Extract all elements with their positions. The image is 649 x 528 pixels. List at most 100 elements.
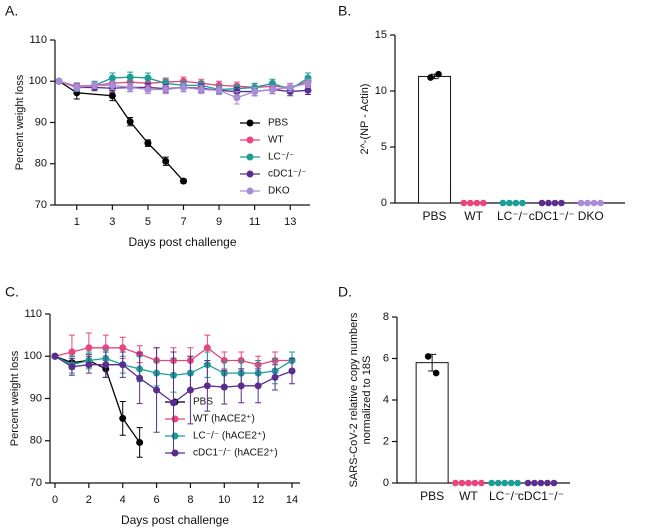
x-tick-label: 0: [52, 494, 58, 506]
x-tick-label: 11: [249, 216, 260, 228]
data-point: [144, 74, 152, 82]
data-point: [186, 386, 194, 394]
x-tick-label: 5: [145, 216, 151, 228]
data-point: [460, 199, 468, 207]
panel-label: A.: [5, 3, 18, 19]
data-point: [501, 479, 508, 487]
legend-label: PBS: [268, 118, 288, 129]
data-point: [288, 367, 296, 375]
legend-label: DKO: [268, 186, 290, 197]
y-tick-label: 70: [30, 477, 42, 489]
data-point: [471, 479, 479, 487]
legend-marker: [171, 415, 179, 423]
data-point: [203, 382, 211, 390]
data-point: [545, 199, 552, 207]
legend-label: PBS: [193, 397, 213, 408]
data-point: [271, 373, 279, 381]
legend-marker: [246, 170, 254, 178]
legend-label: WT (hACE2⁺): [193, 414, 255, 425]
data-point: [514, 479, 521, 487]
data-point: [126, 73, 134, 81]
x-tick-label: LC⁻/⁻: [497, 209, 528, 223]
x-tick-label: 1: [74, 216, 80, 228]
data-point: [153, 386, 161, 394]
data-point: [108, 81, 116, 89]
y-tick-label: 110: [24, 308, 42, 320]
bar: [415, 362, 449, 484]
y-tick-label: 2: [383, 435, 389, 447]
data-point: [544, 479, 551, 487]
data-point: [108, 92, 116, 100]
x-tick-label: 7: [180, 216, 186, 228]
bar: [418, 75, 452, 204]
x-tick-label: 13: [284, 216, 296, 228]
data-point: [597, 199, 604, 207]
y-tick-label: 80: [35, 158, 47, 170]
x-tick-label: 2: [86, 494, 92, 506]
data-point: [180, 177, 187, 185]
data-point: [220, 383, 228, 391]
data-point: [108, 74, 116, 82]
data-point: [286, 83, 294, 91]
y-tick-label: 6: [383, 352, 389, 364]
data-point: [551, 199, 559, 207]
panel-label: D.: [338, 284, 352, 300]
y-tick-label: 8: [383, 311, 389, 323]
data-point: [506, 199, 513, 207]
data-point: [102, 361, 110, 369]
data-point: [197, 86, 205, 93]
panel-label: B.: [338, 3, 351, 19]
data-point: [531, 479, 538, 487]
data-point: [126, 83, 134, 91]
y-tick-label: 90: [35, 116, 47, 128]
data-point: [180, 83, 187, 91]
data-point: [590, 199, 598, 207]
x-axis-label: Days post challenge: [121, 513, 229, 527]
legend-label: cDC1⁻/⁻: [268, 169, 306, 180]
x-tick-label: 9: [216, 216, 222, 228]
data-point: [215, 86, 223, 94]
legend-label: LC⁻/⁻ (hACE2⁺): [193, 431, 266, 442]
data-point: [144, 86, 152, 93]
x-tick-label: cDC1⁻/⁻: [529, 209, 575, 223]
x-tick-label: 3: [109, 216, 115, 228]
data-point: [467, 199, 474, 207]
x-axis-label: Days post challenge: [128, 235, 236, 249]
data-point: [507, 479, 515, 487]
data-point: [85, 361, 93, 369]
data-point: [519, 199, 526, 207]
data-point: [254, 382, 262, 390]
data-point: [251, 88, 259, 96]
data-point: [304, 86, 312, 94]
y-axis-label: normalized to 18S: [361, 356, 373, 445]
data-point: [577, 199, 585, 207]
legend-marker: [171, 432, 179, 440]
y-tick-label: 0: [381, 197, 387, 209]
x-tick-label: PBS: [423, 209, 447, 223]
x-tick-label: 14: [286, 494, 298, 506]
panel-label: C.: [5, 284, 19, 300]
y-tick-label: 0: [383, 477, 389, 489]
data-point: [512, 199, 520, 207]
y-axis-label: SARS-CoV-2 relative copy numbers: [348, 312, 360, 487]
data-point: [162, 157, 170, 165]
data-point: [524, 479, 532, 487]
x-tick-label: 4: [120, 494, 126, 506]
data-point: [136, 438, 144, 446]
data-point: [203, 344, 211, 352]
x-tick-label: PBS: [420, 489, 444, 503]
data-point: [73, 83, 81, 91]
data-point: [119, 344, 127, 352]
data-point: [478, 479, 485, 487]
y-tick-label: 90: [30, 392, 42, 404]
legend-marker: [246, 136, 254, 144]
data-point: [435, 70, 442, 78]
data-point: [51, 352, 59, 360]
data-point: [119, 414, 127, 422]
y-tick-label: 15: [375, 29, 387, 41]
x-tick-label: WT: [464, 209, 483, 223]
y-tick-label: 80: [30, 435, 42, 447]
x-tick-label: cDC1⁻/⁻: [518, 489, 564, 503]
legend-marker: [246, 187, 254, 195]
